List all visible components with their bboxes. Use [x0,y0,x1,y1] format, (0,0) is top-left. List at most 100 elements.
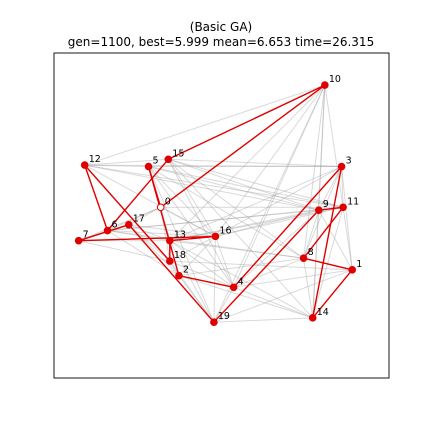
candidate-edge [233,286,313,319]
candidate-edge [233,257,304,288]
city-label-1: 1 [356,259,362,270]
candidate-edge [215,166,342,237]
candidate-edge [341,166,344,208]
candidate-edge [168,158,342,168]
city-label-4: 4 [238,276,244,287]
city-label-9: 9 [323,199,329,210]
candidate-edge [215,84,326,237]
candidate-edge [303,210,320,259]
city-node-9 [314,206,323,214]
city-nodes [74,81,357,327]
city-label-2: 2 [183,265,189,276]
candidate-edge [169,235,216,262]
city-node-4 [229,283,238,292]
candidate-edge [312,85,326,318]
candidate-edge [148,166,235,288]
candidate-edge [148,166,216,237]
candidate-edge [168,158,344,208]
city-node-16 [211,232,220,241]
candidate-edge [303,166,343,259]
chart-subtitle: gen=1100, best=5.999 mean=6.653 time=26.… [68,35,374,49]
candidate-edge [213,269,353,323]
candidate-edge [84,164,342,168]
candidate-edge [160,206,216,237]
candidate-edge [303,84,326,259]
city-node-10 [321,81,329,89]
candidate-edge [84,164,149,168]
candidate-edge [78,240,170,262]
candidate-edge [178,275,215,323]
candidate-edge [178,236,216,276]
candidate-edge [233,209,320,288]
candidate-edge [169,206,344,242]
city-node-11 [339,203,347,212]
candidate-edge [312,210,320,318]
candidate-edge [84,158,169,166]
city-node-1 [348,266,357,274]
candidate-edge [341,166,353,270]
city-label-14: 14 [317,307,329,318]
candidate-edge [169,166,342,242]
candidate-edge [84,164,216,237]
city-label-16: 16 [219,225,231,236]
candidate-edge [178,257,304,277]
candidate-edge [169,84,326,242]
candidate-edge [169,240,234,288]
candidate-edge [318,166,343,211]
candidate-edge [324,84,344,208]
city-label-6: 6 [112,220,118,231]
city-label-19: 19 [218,311,230,322]
candidate-edge [214,236,235,288]
city-label-8: 8 [308,247,314,258]
city-label-12: 12 [89,154,101,165]
candidate-edge [318,209,353,271]
candidate-edge [312,207,344,318]
city-label-13: 13 [174,230,186,241]
candidate-edge [169,240,304,259]
candidate-edge [233,269,353,288]
candidate-edge [213,317,313,323]
city-node-12 [80,161,89,169]
city-node-13 [166,236,174,245]
candidate-edge [342,207,353,270]
candidate-edge [213,84,326,323]
city-label-0: 0 [165,196,171,207]
candidate-edge [107,206,161,232]
candidate-edge [107,230,216,237]
candidate-edge [107,209,319,232]
city-label-18: 18 [174,250,186,261]
candidate-edge [128,224,171,262]
candidate-edge [318,85,326,211]
candidate-edge [148,166,319,211]
city-node-14 [308,314,317,322]
city-node-7 [74,236,83,245]
candidate-edge [168,158,304,259]
candidate-edge [148,166,215,323]
city-label-7: 7 [83,230,89,241]
candidate-edge [169,209,319,242]
city-node-3 [337,162,346,171]
city-node-2 [175,271,183,280]
candidate-edge [168,158,319,211]
city-node-5 [144,162,153,171]
city-label-11: 11 [347,196,359,207]
plot-frame [53,52,390,379]
city-node-18 [166,257,174,265]
city-label-15: 15 [172,148,184,159]
candidate-edge [215,209,319,237]
candidate-edge [169,260,234,288]
city-label-5: 5 [153,156,159,167]
city-node-15 [164,155,173,164]
candidate-edge [167,159,235,288]
city-node-6 [103,226,112,235]
candidate-edge [303,258,314,318]
candidate-edge [233,84,326,288]
city-label-10: 10 [329,74,341,85]
candidate-edge [84,164,319,211]
candidate-edge [128,224,216,237]
candidate-edge [213,236,216,323]
candidate-edge [178,275,313,319]
